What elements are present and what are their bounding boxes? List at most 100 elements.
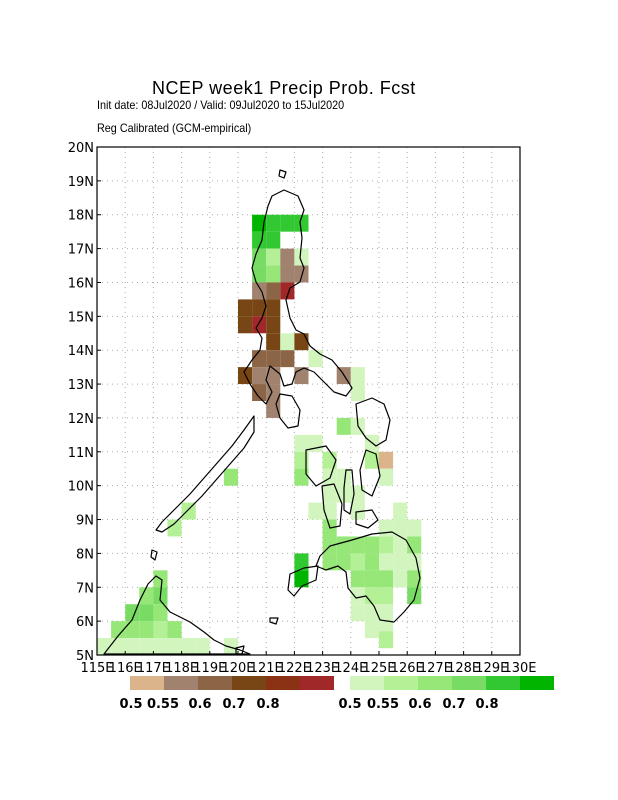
legend-swatch xyxy=(164,676,198,690)
legend-swatch xyxy=(232,676,266,690)
probability-cell xyxy=(294,333,309,351)
probability-cell xyxy=(294,451,309,469)
lat-tick-label: 12N xyxy=(68,412,94,427)
probability-cell xyxy=(167,519,182,537)
probability-cell xyxy=(266,214,281,232)
probability-cell xyxy=(266,299,281,317)
probability-cell xyxy=(266,333,281,351)
probability-cell xyxy=(294,265,309,283)
probability-cell xyxy=(280,350,295,368)
legend-swatch xyxy=(266,676,300,690)
lon-tick-label: 118E xyxy=(165,661,198,676)
probability-cell xyxy=(350,536,365,554)
probability-cell xyxy=(294,214,309,232)
probability-cell xyxy=(139,621,154,639)
probability-cell xyxy=(379,631,394,649)
lat-tick-label: 19N xyxy=(68,175,94,190)
probability-cell xyxy=(379,570,394,588)
probability-cell xyxy=(393,502,408,520)
probability-cell xyxy=(350,367,365,385)
map-subtitle-method: Reg Calibrated (GCM-empirical) xyxy=(97,121,252,135)
probability-cell xyxy=(266,367,281,385)
legend-swatch xyxy=(198,676,232,690)
probability-cell xyxy=(266,248,281,266)
lon-tick-label: 122E xyxy=(278,661,311,676)
probability-cell xyxy=(322,451,337,469)
lon-tick-label: 130E xyxy=(503,661,536,676)
map-subtitle-dates: Init date: 08Jul2020 / Valid: 09Jul2020 … xyxy=(97,98,345,112)
legend-swatch xyxy=(300,676,334,690)
probability-cell xyxy=(252,367,267,385)
lon-tick-label: 124E xyxy=(334,661,367,676)
probability-cell xyxy=(280,248,295,266)
probability-cell xyxy=(379,536,394,554)
legend-swatch xyxy=(350,676,384,690)
probability-cell xyxy=(266,231,281,249)
lat-tick-label: 11N xyxy=(68,446,94,461)
legend-label: 0.8 xyxy=(256,697,279,712)
lat-tick-label: 15N xyxy=(68,310,94,325)
lon-tick-label: 116E xyxy=(109,661,142,676)
probability-cell xyxy=(350,485,365,503)
lat-tick-label: 8N xyxy=(76,547,94,562)
probability-cell xyxy=(266,282,281,300)
probability-cell xyxy=(407,570,422,588)
lon-tick-label: 123E xyxy=(306,661,339,676)
legend-swatch xyxy=(486,676,520,690)
probability-cell xyxy=(153,621,168,639)
lat-tick-label: 7N xyxy=(76,581,94,596)
lat-tick-label: 10N xyxy=(68,480,94,495)
coastlines xyxy=(103,169,421,655)
probability-cell xyxy=(407,587,422,605)
lat-tick-label: 14N xyxy=(68,344,94,359)
lon-tick-label: 126E xyxy=(391,661,424,676)
lon-tick-label: 128E xyxy=(447,661,480,676)
probability-cell xyxy=(252,214,267,232)
probability-cell xyxy=(181,502,196,520)
map-frame xyxy=(96,146,521,656)
probability-cell xyxy=(266,316,281,334)
probability-cell xyxy=(393,519,408,537)
lat-tick-label: 16N xyxy=(68,276,94,291)
probability-cell xyxy=(336,553,351,571)
probability-cell xyxy=(322,485,337,503)
probability-cell xyxy=(252,299,267,317)
probability-cell xyxy=(379,451,394,469)
probability-cells xyxy=(97,214,422,655)
probability-cell xyxy=(379,519,394,537)
probability-cell xyxy=(280,333,295,351)
longitude-tick-labels: 115E116E117E118E119E120E121E122E123E124E… xyxy=(80,651,537,676)
probability-cell xyxy=(153,638,168,655)
lon-tick-label: 120E xyxy=(221,661,254,676)
probability-cell xyxy=(308,502,323,520)
legend-label: 0.6 xyxy=(188,697,211,712)
lat-tick-label: 5N xyxy=(76,649,94,664)
probability-cell xyxy=(379,587,394,605)
probability-cell xyxy=(407,519,422,537)
probability-cell xyxy=(322,553,337,571)
legend-label: 0.55 xyxy=(367,697,399,712)
lat-tick-label: 6N xyxy=(76,615,94,630)
probability-cell xyxy=(223,468,238,486)
probability-cell xyxy=(364,621,379,639)
lon-tick-label: 119E xyxy=(193,661,226,676)
probability-cell xyxy=(167,638,182,655)
lat-tick-label: 9N xyxy=(76,514,94,529)
probability-cell xyxy=(350,587,365,605)
probability-cell xyxy=(111,621,126,639)
probability-cell xyxy=(97,638,112,655)
lat-tick-label: 18N xyxy=(68,209,94,224)
probability-cell xyxy=(379,553,394,571)
probability-cell xyxy=(393,536,408,554)
probability-cell xyxy=(252,248,267,266)
lat-tick-label: 13N xyxy=(68,378,94,393)
probability-cell xyxy=(294,570,309,588)
probability-cell xyxy=(238,299,253,317)
probability-cell xyxy=(252,282,267,300)
probability-cell xyxy=(336,536,351,554)
probability-cell xyxy=(350,384,365,401)
latitude-tick-labels: 20N 19N 18N 17N 16N 15N 14N 13N 12N 11N 10N 9N 8N 7N 6… xyxy=(68,141,101,664)
probability-cell xyxy=(195,638,210,655)
probability-cell xyxy=(294,434,309,452)
